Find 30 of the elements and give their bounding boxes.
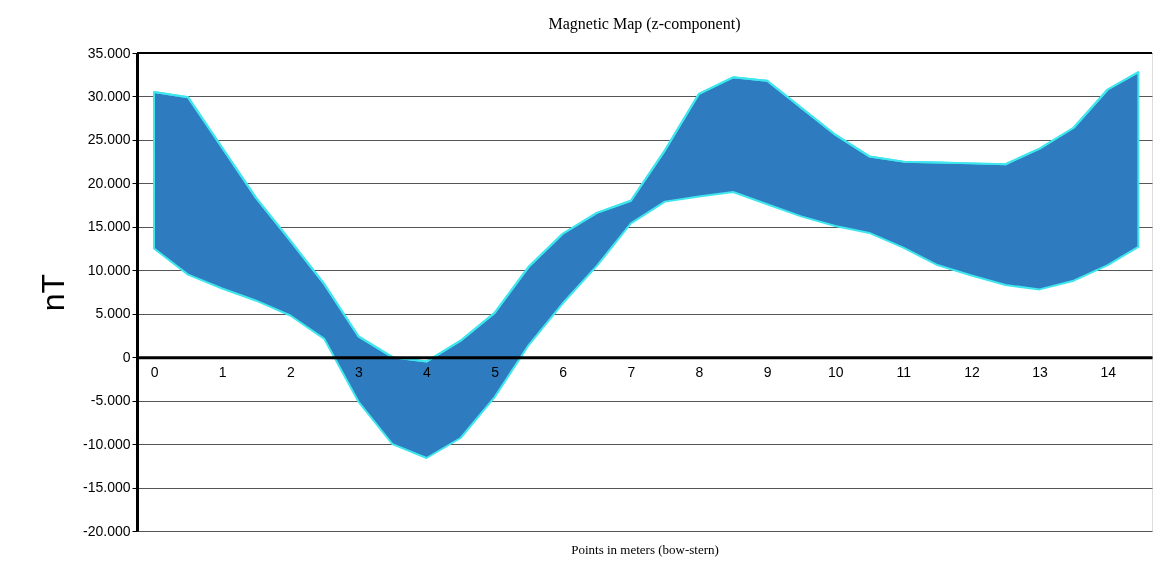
- x-tick-label: 8: [695, 363, 704, 380]
- y-tick-label: 20.000: [87, 174, 131, 191]
- x-tick-label: 5: [491, 363, 500, 380]
- y-tick-label: 10.000: [87, 261, 131, 278]
- x-tick-label: 11: [896, 363, 912, 380]
- x-tick-label: 7: [627, 363, 636, 380]
- chart-title: Magnetic Map (z-component): [548, 15, 741, 33]
- y-tick-label: 35.000: [87, 44, 131, 61]
- x-tick-label: 1: [218, 363, 227, 380]
- y-tick-label: 25.000: [87, 131, 131, 148]
- x-axis-title: Points in meters (bow-stern): [571, 541, 719, 557]
- x-tick-label: 6: [559, 363, 568, 380]
- x-tick-label: 13: [1032, 363, 1049, 380]
- y-tick-label: -15.000: [83, 479, 131, 496]
- y-tick-label: -5.000: [90, 392, 131, 409]
- x-tick-label: 4: [423, 363, 432, 380]
- x-tick-label: 3: [354, 363, 363, 380]
- x-tick-label: 9: [763, 363, 772, 380]
- x-tick-label: 12: [964, 363, 980, 380]
- y-tick-label: -20.000: [83, 522, 131, 539]
- x-tick-label: 10: [827, 363, 844, 380]
- y-tick-label: 15.000: [87, 218, 131, 235]
- y-axis-title: nT: [35, 273, 72, 312]
- x-tick-label: 0: [150, 363, 159, 380]
- y-tick-label: -10.000: [83, 435, 131, 452]
- y-tick-label: 5.000: [95, 305, 131, 322]
- x-tick-label: 14: [1100, 363, 1117, 380]
- x-tick-label: 2: [286, 363, 295, 380]
- y-tick-label: 30.000: [87, 87, 131, 104]
- y-tick-label: 0: [122, 348, 131, 365]
